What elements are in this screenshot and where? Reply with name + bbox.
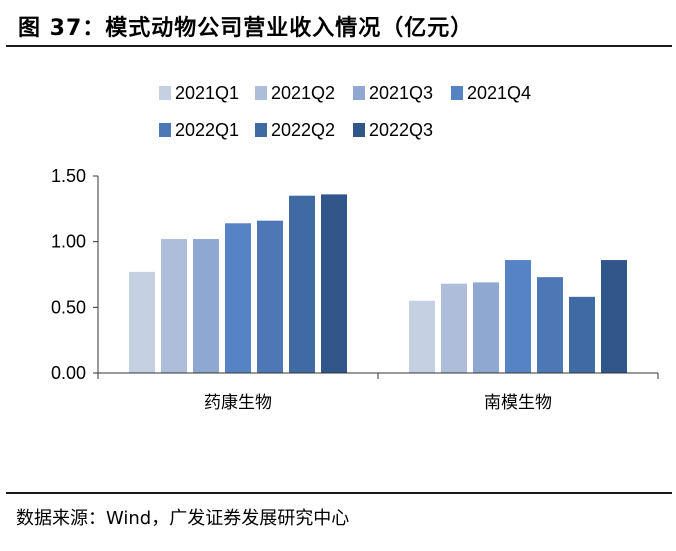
figure-source: 数据来源：Wind，广发证券发展研究中心 — [16, 508, 350, 529]
legend-label: 2021Q1 — [175, 83, 239, 103]
legend-label: 2021Q2 — [271, 83, 335, 103]
y-tick-label: 0.50 — [51, 297, 86, 317]
source-rule — [6, 492, 672, 494]
y-tick-label: 0.00 — [51, 363, 86, 383]
legend-swatch — [255, 123, 267, 137]
bar-chart: 2021Q1 2021Q2 2021Q3 2021Q4 2022Q1 2022Q2 2022… — [51, 83, 659, 412]
legend-swatch — [451, 86, 463, 100]
figure-title: 图 37：模式动物公司营业收入情况（亿元） — [18, 16, 474, 41]
legend-label: 2022Q2 — [271, 120, 335, 140]
bar — [289, 195, 315, 373]
legend-swatch — [353, 123, 365, 137]
x-category-label: 药康生物 — [204, 393, 272, 412]
bar — [473, 282, 499, 373]
legend-label: 2022Q1 — [175, 120, 239, 140]
bar — [129, 271, 155, 373]
y-axis: 0.00 0.50 1.00 1.50 — [51, 166, 99, 383]
y-tick-label: 1.50 — [51, 166, 86, 186]
chart-legend: 2021Q1 2021Q2 2021Q3 2021Q4 2022Q1 2022Q2 2022… — [159, 83, 531, 140]
legend-swatch — [353, 86, 365, 100]
x-category-label: 南模生物 — [484, 393, 552, 412]
bar — [193, 239, 219, 373]
bar — [225, 223, 251, 373]
legend-swatch — [159, 86, 171, 100]
bar — [257, 220, 283, 373]
bar — [505, 260, 531, 373]
bar — [601, 260, 627, 373]
legend-swatch — [255, 86, 267, 100]
bar — [409, 300, 435, 373]
legend-label: 2022Q3 — [369, 120, 433, 140]
bar — [537, 277, 563, 373]
legend-label: 2021Q3 — [369, 83, 433, 103]
bar — [321, 194, 347, 373]
y-tick-label: 1.00 — [51, 232, 86, 252]
title-rule — [6, 45, 672, 47]
legend-label: 2021Q4 — [467, 83, 531, 103]
legend-swatch — [159, 123, 171, 137]
bar — [441, 283, 467, 373]
bar — [569, 296, 595, 373]
chart-bars — [129, 194, 627, 373]
x-axis: 药康生物 南模生物 — [97, 372, 659, 412]
bar — [161, 239, 187, 373]
